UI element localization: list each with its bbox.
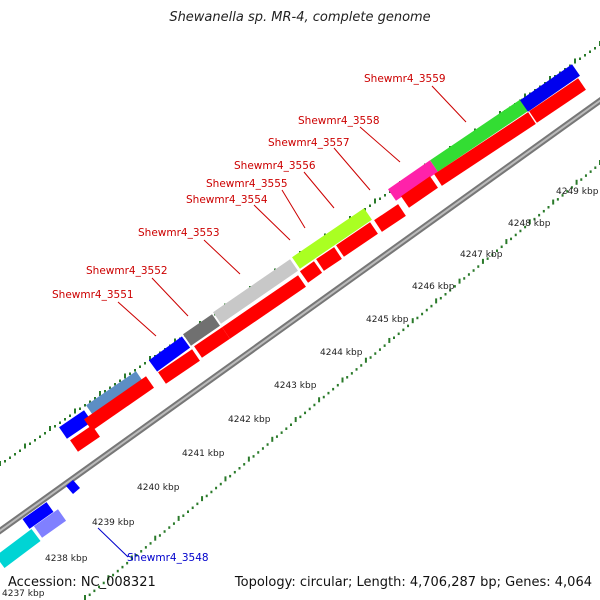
leader-line — [359, 126, 401, 163]
kbp-label: 4239 kbp — [92, 518, 135, 528]
gene-blue — [520, 64, 580, 112]
leader-line — [151, 277, 189, 317]
gene-green — [430, 98, 530, 172]
gene-blue — [22, 502, 54, 529]
gene-labels: Shewmr4_3548 Shewmr4_3551 Shewmr4_3552 Shew… — [52, 73, 446, 564]
gene-label: Shewmr4_3548 — [127, 552, 209, 564]
kbp-label: 4242 kbp — [228, 415, 271, 425]
gene-label: Shewmr4_3552 — [86, 265, 168, 277]
reverse-gene — [336, 222, 378, 257]
leader-line — [431, 85, 467, 123]
reverse-gene — [84, 376, 154, 431]
reverse-gene — [529, 78, 586, 123]
reverse-gene — [401, 176, 438, 208]
leader-line — [97, 527, 129, 558]
leader-line — [281, 189, 306, 229]
reverse-gene — [316, 247, 342, 271]
gene-label: Shewmr4_3555 — [206, 178, 288, 190]
gene-blue — [59, 410, 92, 439]
backbone-highlight — [0, 99, 600, 533]
gene-pink — [388, 160, 438, 201]
gene-dark-grey — [183, 314, 220, 346]
kbp-label: 4248 kbp — [508, 219, 551, 229]
forward-strand-genes — [0, 64, 580, 568]
kbp-label: 4241 kbp — [182, 449, 225, 459]
gene-label: Shewmr4_3551 — [52, 289, 134, 301]
leader-line — [333, 147, 371, 191]
label-leader-lines — [97, 85, 467, 558]
reverse-gene — [194, 327, 230, 358]
gene-steel-blue — [86, 371, 144, 417]
reverse-gene — [158, 349, 200, 384]
gene-blue — [148, 336, 191, 372]
kbp-label: 4238 kbp — [45, 554, 88, 564]
reverse-gene — [299, 261, 323, 283]
kbp-label: 4244 kbp — [320, 348, 363, 358]
leader-line — [303, 171, 335, 209]
gene-label: Shewmr4_3556 — [234, 160, 316, 172]
genome-summary-text: Topology: circular; Length: 4,706,287 bp… — [234, 575, 592, 590]
gene-light-grey — [213, 259, 298, 324]
kbp-label: 4240 kbp — [137, 483, 180, 493]
gene-cyan — [0, 529, 41, 568]
gene-label: Shewmr4_3559 — [364, 73, 446, 85]
reverse-gene — [434, 112, 536, 186]
leader-line — [117, 301, 157, 337]
kbp-label: 4249 kbp — [556, 187, 599, 197]
gene-label: Shewmr4_3558 — [298, 115, 380, 127]
reverse-gene — [70, 425, 100, 452]
gene-label: Shewmr4_3554 — [186, 194, 268, 206]
kbp-label: 4237 kbp — [2, 589, 45, 599]
kbp-label: 4246 kbp — [412, 282, 455, 292]
leader-line — [253, 204, 291, 241]
genome-backbone — [0, 96, 600, 535]
gene-lime — [292, 208, 372, 269]
reverse-strand-genes — [70, 78, 586, 452]
gene-label: Shewmr4_3557 — [268, 137, 350, 149]
kbp-label: 4245 kbp — [366, 315, 409, 325]
kbp-label: 4247 kbp — [460, 250, 503, 260]
gene-slate-blue — [33, 509, 67, 538]
gene-blue-small — [66, 480, 80, 494]
reverse-gene — [374, 204, 406, 232]
reverse-gene — [222, 275, 306, 339]
kbp-labels: 4237 kbp 4238 kbp 4239 kbp 4240 kbp 4241 kbp… — [2, 187, 599, 599]
accession-text: Accession: NC_008321 — [8, 575, 156, 590]
genome-title: Shewanella sp. MR-4, complete genome — [169, 10, 431, 25]
leader-line — [203, 239, 241, 275]
gene-label: Shewmr4_3553 — [138, 227, 220, 239]
kbp-label: 4243 kbp — [274, 381, 317, 391]
scale-ticks — [0, 41, 600, 600]
